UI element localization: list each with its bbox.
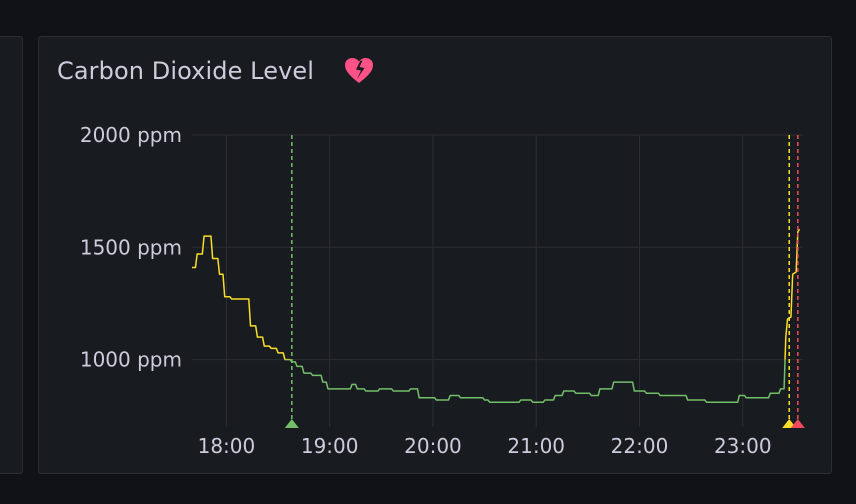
x-tick-label: 19:00 <box>301 434 359 458</box>
co2-chart: 1000 ppm 1500 ppm 2000 ppm 18:00 19:00 20:00… <box>80 123 805 458</box>
broken-heart-icon[interactable] <box>344 57 374 85</box>
co2-series-line-below-threshold <box>284 359 786 404</box>
co2-series-line-above-threshold <box>192 228 801 360</box>
y-axis-ticks: 1000 ppm 1500 ppm 2000 ppm <box>80 123 182 372</box>
annotation-marker[interactable] <box>284 419 299 428</box>
series-layer <box>192 228 801 404</box>
x-tick-label: 22:00 <box>611 434 669 458</box>
x-axis-ticks: 18:00 19:00 20:00 21:00 22:00 23:00 <box>198 434 772 458</box>
panel-header[interactable]: Carbon Dioxide Level <box>57 53 374 89</box>
co2-panel[interactable]: 1000 ppm 1500 ppm 2000 ppm 18:00 19:00 20:00… <box>38 36 832 474</box>
x-tick-label: 18:00 <box>198 434 256 458</box>
adjacent-panel <box>0 36 23 474</box>
y-tick-label: 1500 ppm <box>80 235 182 259</box>
y-tick-label: 2000 ppm <box>80 123 182 147</box>
annotation-marker[interactable] <box>790 419 805 428</box>
grid-lines <box>192 134 803 427</box>
panel-title[interactable]: Carbon Dioxide Level <box>57 57 315 85</box>
x-tick-label: 20:00 <box>404 434 462 458</box>
x-tick-label: 23:00 <box>714 434 772 458</box>
annotation-layer <box>284 135 805 428</box>
x-tick-label: 21:00 <box>507 434 565 458</box>
y-tick-label: 1000 ppm <box>80 348 182 372</box>
